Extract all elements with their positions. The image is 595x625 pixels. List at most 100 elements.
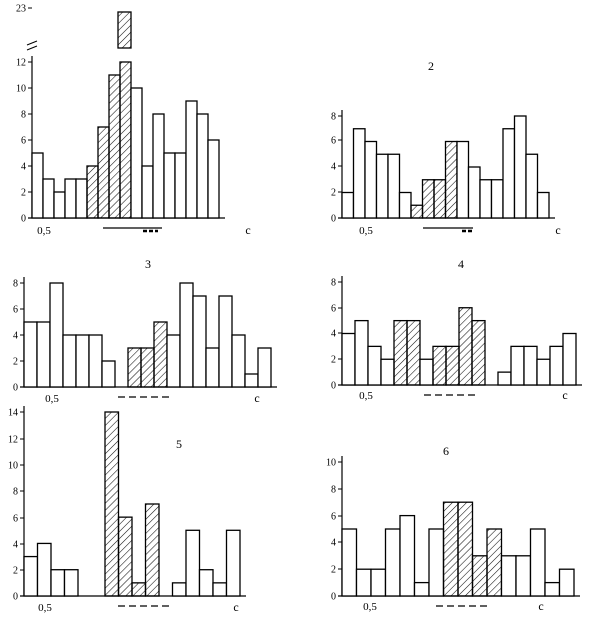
y-tick-label: 8 xyxy=(331,278,336,289)
y-tick-label: 0 xyxy=(331,381,336,392)
bar xyxy=(364,140,378,219)
y-tick-label: 6 xyxy=(21,136,26,147)
bar xyxy=(166,334,181,388)
bar xyxy=(380,358,395,386)
bar xyxy=(406,319,421,386)
bar xyxy=(97,126,110,219)
x-tick-label: 0,5 xyxy=(37,225,51,237)
y-tick-label: 8 xyxy=(13,279,18,290)
axis-break-mark xyxy=(26,40,38,51)
bar xyxy=(479,179,493,219)
bar xyxy=(513,115,527,219)
bar xyxy=(497,371,512,386)
y-tick-label: 2 xyxy=(13,566,18,577)
bar xyxy=(354,319,369,386)
bar xyxy=(88,334,103,388)
x-unit-label: c xyxy=(538,599,543,613)
bar xyxy=(108,74,121,219)
bar xyxy=(413,581,430,597)
bar xyxy=(341,528,358,597)
y-tick-label: 6 xyxy=(331,136,336,147)
y-tick-label: 4 xyxy=(331,538,336,549)
bar xyxy=(196,113,209,219)
y-tick-label: 0 xyxy=(13,592,18,603)
bar xyxy=(544,581,561,597)
bar xyxy=(445,345,460,386)
bar xyxy=(471,319,486,386)
bar xyxy=(536,358,551,386)
panel-label: 3 xyxy=(145,257,151,271)
bar xyxy=(36,321,51,388)
bar xyxy=(536,191,550,219)
bar xyxy=(529,528,546,597)
bar xyxy=(171,582,187,597)
x-tick-label: 0,5 xyxy=(363,601,377,613)
y-tick-label: 4 xyxy=(331,162,336,173)
y-tick-label: 4 xyxy=(331,329,336,340)
bar xyxy=(410,204,424,219)
bar xyxy=(341,191,355,219)
bar xyxy=(471,555,488,597)
bar xyxy=(456,140,470,219)
bar xyxy=(130,87,143,219)
y-tick-label: 0 xyxy=(21,214,26,225)
bar xyxy=(458,307,473,386)
bar xyxy=(63,569,79,597)
bar xyxy=(352,128,366,219)
y-tick-label: 4 xyxy=(21,162,26,173)
x-tick-label: 0,5 xyxy=(359,225,373,237)
bar xyxy=(433,179,447,219)
x-unit-label: c xyxy=(254,391,259,405)
x-unit-label: c xyxy=(233,600,238,614)
bar xyxy=(86,165,99,219)
y-tick-label: 10 xyxy=(16,84,26,95)
bar xyxy=(207,139,220,219)
bar xyxy=(355,568,372,597)
y-tick-label: 2 xyxy=(331,565,336,576)
panel-2: 0 2 4 6 8 2 0,5 c xyxy=(331,59,561,237)
bar xyxy=(192,295,207,388)
bar xyxy=(64,178,77,219)
panel-label: 6 xyxy=(443,444,449,458)
x-tick-label: 0,5 xyxy=(45,393,59,405)
y-tick-label: 6 xyxy=(331,512,336,523)
bar xyxy=(36,542,52,597)
y-tick-label: 4 xyxy=(13,331,18,342)
bar xyxy=(375,153,389,219)
bar xyxy=(198,569,214,597)
x-unit-label: c xyxy=(562,388,567,402)
y-tick-label: 8 xyxy=(21,110,26,121)
bar xyxy=(558,568,575,597)
x-tick-label: 0,5 xyxy=(38,602,52,614)
y-tick-label: 6 xyxy=(13,514,18,525)
bar xyxy=(218,295,233,388)
panel-1: 0 2 4 6 8 10 12 23 0,5 c xyxy=(16,4,251,238)
bar xyxy=(515,555,532,597)
bar xyxy=(457,501,474,597)
bar xyxy=(53,191,66,219)
bar xyxy=(31,152,44,219)
bar xyxy=(101,360,116,388)
bar xyxy=(231,334,246,388)
y-tick-label: 0 xyxy=(13,383,18,394)
bar xyxy=(525,153,539,219)
panel-label: 4 xyxy=(458,257,464,271)
bar-broken-top xyxy=(117,11,132,49)
bar xyxy=(23,555,39,597)
bar xyxy=(432,345,447,386)
y-tick-label: 6 xyxy=(331,304,336,315)
bar xyxy=(104,411,120,597)
y-tick-label: 23 xyxy=(16,4,26,15)
bar xyxy=(244,373,259,388)
bar xyxy=(444,140,458,219)
x-tick-label: 0,5 xyxy=(359,390,373,402)
bar xyxy=(212,582,228,597)
bar xyxy=(510,345,525,386)
y-tick-label: 12 xyxy=(8,435,18,446)
bar xyxy=(163,152,176,219)
bar xyxy=(75,178,88,219)
panel-6: 0 2 4 6 8 10 6 0,5 c xyxy=(326,444,580,613)
bar xyxy=(500,555,517,597)
panel-label: 2 xyxy=(428,59,434,73)
